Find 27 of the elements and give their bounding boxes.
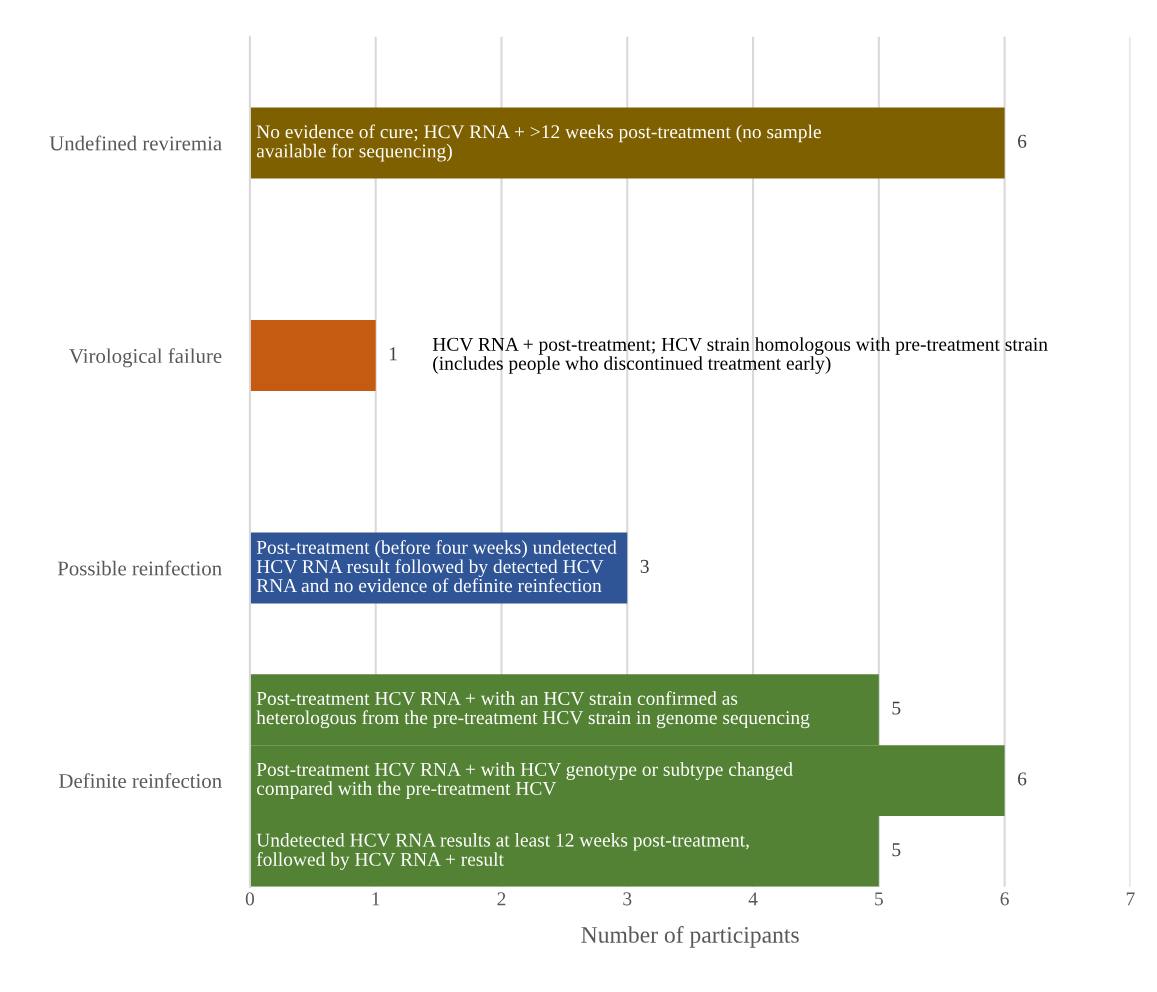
bar bbox=[249, 320, 376, 391]
data-label: 5 bbox=[892, 701, 901, 715]
annotation: Post-treatment HCV RNA + with HCV genotype or subtype changed compared with the pre-treatment HCV bbox=[256, 762, 793, 799]
annotation: Undetected HCV RNA results at least 12 weeks post-treatment, followed by HCV RNA + result bbox=[256, 832, 749, 870]
annotation: Post-treatment HCV RNA + with an HCV strain confirmed as heterologous from the pre-treatment HCV strain in genome sequencing bbox=[256, 691, 810, 729]
y-tick-label: Undefined reviremia bbox=[49, 135, 222, 151]
x-tick-label: 5 bbox=[875, 892, 883, 906]
x-axis-title: Number of participants bbox=[581, 926, 799, 948]
annotation: Post-treatment (before four weeks) undetected HCV RNA result followed by detected HCV RNA and no evidence of definite reinfection bbox=[256, 540, 617, 593]
data-label: 6 bbox=[1018, 134, 1027, 148]
data-label: 5 bbox=[892, 843, 901, 857]
y-tick-label: Virological failure bbox=[69, 348, 222, 368]
x-tick-label: 4 bbox=[748, 892, 758, 906]
y-tick-label: Definite reinfection bbox=[59, 773, 222, 789]
data-label: 6 bbox=[1018, 772, 1027, 786]
x-tick-label: 0 bbox=[245, 892, 255, 906]
x-tick-label: 2 bbox=[497, 892, 506, 906]
x-tick-label: 3 bbox=[623, 892, 632, 906]
annotation: HCV RNA + post-treatment; HCV strain homologous with pre-treatment strain (includes people who discontinued treatment early) bbox=[432, 337, 1048, 374]
y-tick-label: Possible reinfection bbox=[57, 560, 222, 576]
annotation: No evidence of cure; HCV RNA + >12 weeks post-treatment (no sample available for sequencing) bbox=[256, 124, 821, 162]
bar bbox=[249, 107, 1005, 179]
data-label: 1 bbox=[389, 347, 397, 361]
x-tick-label: 1 bbox=[372, 892, 380, 906]
x-tick-label: 6 bbox=[1000, 892, 1009, 906]
x-tick-label: 7 bbox=[1126, 892, 1135, 906]
data-label: 3 bbox=[640, 559, 649, 573]
